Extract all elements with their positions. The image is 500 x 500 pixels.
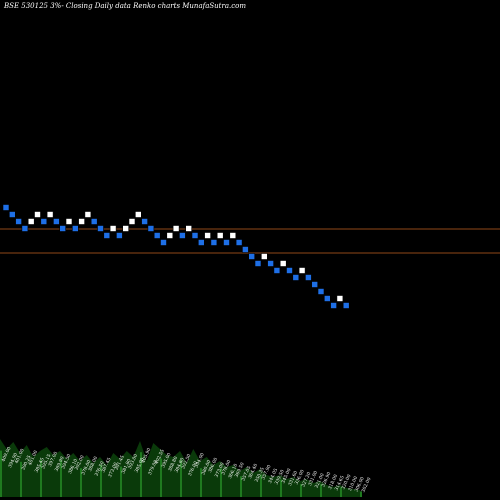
- renko-brick-down: [103, 232, 111, 239]
- renko-brick-up: [78, 218, 85, 225]
- volume-bar: [60, 460, 62, 497]
- chart-title: BSE 530125 3%- Closing Daily data Renko …: [3, 2, 246, 10]
- renko-brick-down: [323, 295, 331, 302]
- renko-brick-down: [198, 239, 205, 246]
- volume-bar: [80, 468, 82, 497]
- volume-bar: [100, 465, 102, 497]
- volume-bar: [160, 458, 162, 497]
- volume-bar: [280, 479, 282, 497]
- renko-brick-down: [72, 225, 79, 232]
- renko-brick-down: [21, 225, 29, 232]
- volume-bar: [200, 468, 202, 497]
- renko-brick-down: [311, 281, 319, 288]
- renko-brick-down: [330, 302, 337, 309]
- volume-bar: [180, 460, 182, 497]
- renko-brick-down: [342, 302, 350, 309]
- renko-brick-down: [305, 274, 312, 281]
- renko-brick-down: [242, 246, 249, 253]
- volume-bar: [120, 466, 122, 497]
- renko-brick-down: [286, 267, 293, 274]
- renko-brick-down: [153, 232, 161, 239]
- renko-brick-up: [128, 218, 136, 225]
- renko-brick-down: [97, 225, 104, 232]
- renko-brick-down: [9, 211, 16, 218]
- volume-bar: [0, 450, 2, 497]
- renko-brick-down: [273, 267, 281, 274]
- volume-bar: [320, 484, 322, 497]
- volume-area: [0, 439, 362, 497]
- renko-brick-up: [229, 232, 237, 239]
- renko-brick-up: [34, 211, 41, 218]
- renko-brick-down: [160, 239, 167, 246]
- renko-brick-down: [2, 204, 10, 211]
- renko-brick-down: [59, 225, 67, 232]
- renko-brick-down: [53, 218, 60, 225]
- renko-brick-down: [40, 218, 48, 225]
- renko-brick-up: [279, 260, 287, 267]
- renko-brick-down: [223, 239, 230, 246]
- renko-brick-up: [216, 232, 224, 239]
- renko-bricks: [2, 204, 350, 309]
- renko-brick-down: [141, 218, 148, 225]
- volume-bar: [260, 474, 262, 497]
- volume-bar: [140, 452, 142, 497]
- renko-brick-up: [122, 225, 129, 232]
- renko-brick-up: [65, 218, 73, 225]
- renko-brick-down: [116, 232, 123, 239]
- renko-brick-down: [179, 232, 186, 239]
- renko-brick-up: [166, 232, 174, 239]
- renko-brick-up: [172, 225, 180, 232]
- renko-brick-up: [46, 211, 54, 218]
- renko-brick-up: [84, 211, 92, 218]
- renko-brick-up: [204, 232, 211, 239]
- volume-bar: [360, 491, 362, 497]
- renko-brick-down: [292, 274, 300, 281]
- volume-bar: [340, 487, 342, 497]
- renko-brick-down: [191, 232, 199, 239]
- renko-brick-down: [147, 225, 155, 232]
- renko-brick-up: [260, 253, 268, 260]
- renko-brick-down: [90, 218, 98, 225]
- renko-brick-up: [135, 211, 142, 218]
- renko-brick-down: [248, 253, 255, 260]
- renko-brick-down: [235, 239, 243, 246]
- renko-brick-up: [298, 267, 306, 274]
- volume-bar: [40, 460, 42, 497]
- renko-brick-down: [317, 288, 325, 295]
- renko-brick-up: [109, 225, 117, 232]
- renko-brick-down: [15, 218, 22, 225]
- renko-brick-up: [27, 218, 35, 225]
- renko-brick-up: [185, 225, 192, 232]
- volume-bar: [300, 484, 302, 497]
- volume-bar: [220, 468, 222, 497]
- volume-bar: [20, 461, 22, 497]
- renko-brick-up: [336, 295, 344, 302]
- renko-brick-down: [267, 260, 274, 267]
- renko-brick-down: [254, 260, 262, 267]
- renko-brick-down: [210, 239, 218, 246]
- reference-lines: [0, 228, 500, 254]
- volume-bar: [240, 476, 242, 497]
